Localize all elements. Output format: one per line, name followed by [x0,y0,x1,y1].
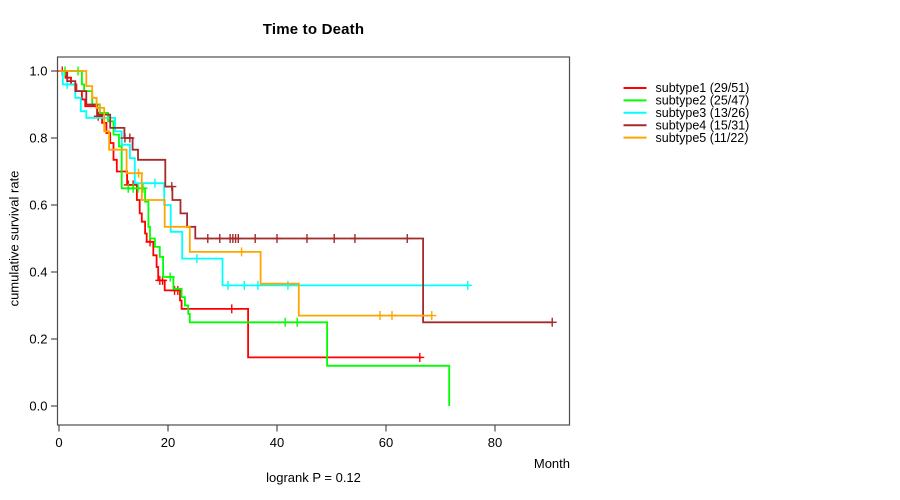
x-tick-label: 60 [379,435,393,450]
y-tick-label: 0.8 [29,131,47,146]
plot-box [56,56,571,426]
logrank-annotation: logrank P = 0.12 [266,470,361,485]
x-tick-label: 80 [488,435,502,450]
survival-curve-3 [59,70,468,287]
y-tick-label: 0.6 [29,198,47,213]
legend-label-1: subtype1 (29/51) [656,81,750,95]
x-tick-label: 20 [161,435,175,450]
legend-label-3: subtype3 (13/26) [656,106,750,120]
legend-label-5: subtype5 (11/22) [656,131,749,145]
legend-label-2: subtype2 (25/47) [656,94,750,108]
survival-curve-5 [59,70,432,317]
legend-label-4: subtype4 (15/31) [656,118,750,132]
y-tick-label: 0.2 [29,332,47,347]
chart-title: Time to Death [262,21,365,38]
x-tick-label: 40 [270,435,284,450]
survival-curve-1 [59,70,422,359]
y-tick-label: 1.0 [29,64,47,79]
x-axis-label: Month [533,456,570,471]
y-tick-label: 0.0 [29,399,47,414]
x-tick-label: 0 [55,435,62,450]
y-tick-label: 0.4 [29,265,47,280]
